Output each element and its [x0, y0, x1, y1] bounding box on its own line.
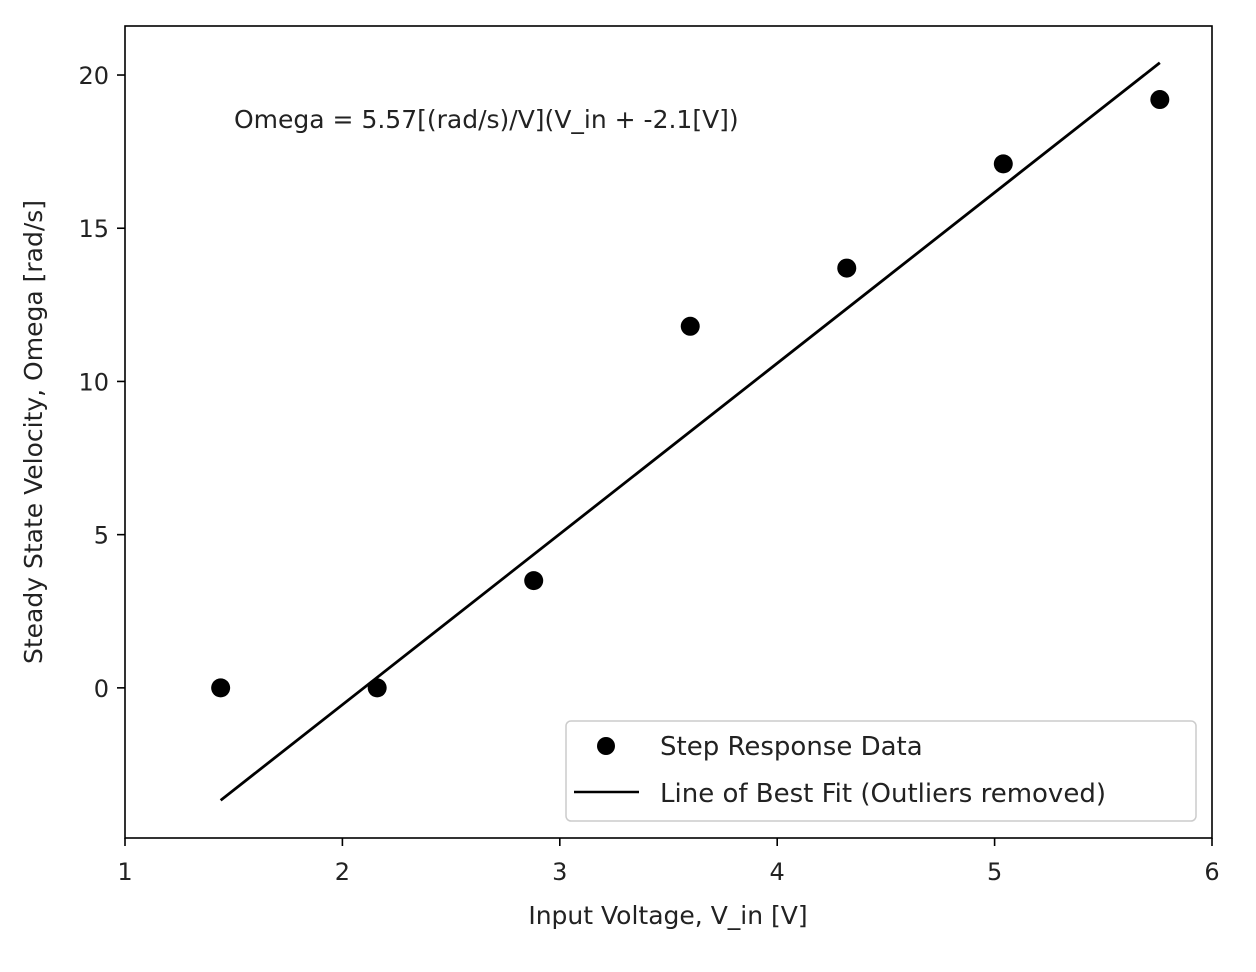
- y-tick-label: 10: [78, 368, 109, 396]
- data-point: [367, 678, 387, 698]
- x-tick-label: 5: [987, 858, 1002, 886]
- y-axis-label: Steady State Velocity, Omega [rad/s]: [19, 200, 48, 664]
- y-tick-label: 15: [78, 215, 109, 243]
- legend: Step Response Data Line of Best Fit (Out…: [565, 720, 1197, 822]
- x-tick-label: 2: [335, 858, 350, 886]
- y-tick-label: 0: [94, 675, 109, 703]
- data-point: [211, 678, 231, 698]
- x-tick-label: 3: [552, 858, 567, 886]
- x-axis-label: Input Voltage, V_in [V]: [528, 901, 807, 930]
- fit-line-layer: [219, 61, 1161, 802]
- data-point: [524, 571, 544, 591]
- legend-box: [565, 720, 1197, 822]
- y-tick-label: 20: [78, 62, 109, 90]
- legend-label-best-fit: Line of Best Fit (Outliers removed): [660, 779, 1106, 809]
- legend-marker-step-response: [597, 737, 615, 755]
- legend-label-step-response: Step Response Data: [660, 732, 923, 762]
- data-point: [680, 316, 700, 336]
- data-point: [993, 154, 1013, 174]
- plot-frame: [124, 25, 1213, 839]
- best-fit-line: [219, 61, 1161, 802]
- data-point: [1150, 90, 1170, 110]
- data-points-layer: [211, 90, 1170, 698]
- x-tick-label: 6: [1204, 858, 1219, 886]
- x-tick-label: 4: [770, 858, 785, 886]
- y-tick-label: 5: [94, 522, 109, 550]
- data-point: [837, 258, 857, 278]
- fit-equation-annotation: Omega = 5.57[(rad/s)/V](V_in + -2.1[V]): [234, 105, 739, 134]
- axis-ticks: 1 2 3 4 5 6 0 5 10 15 20: [78, 62, 1219, 886]
- x-tick-label: 1: [117, 858, 132, 886]
